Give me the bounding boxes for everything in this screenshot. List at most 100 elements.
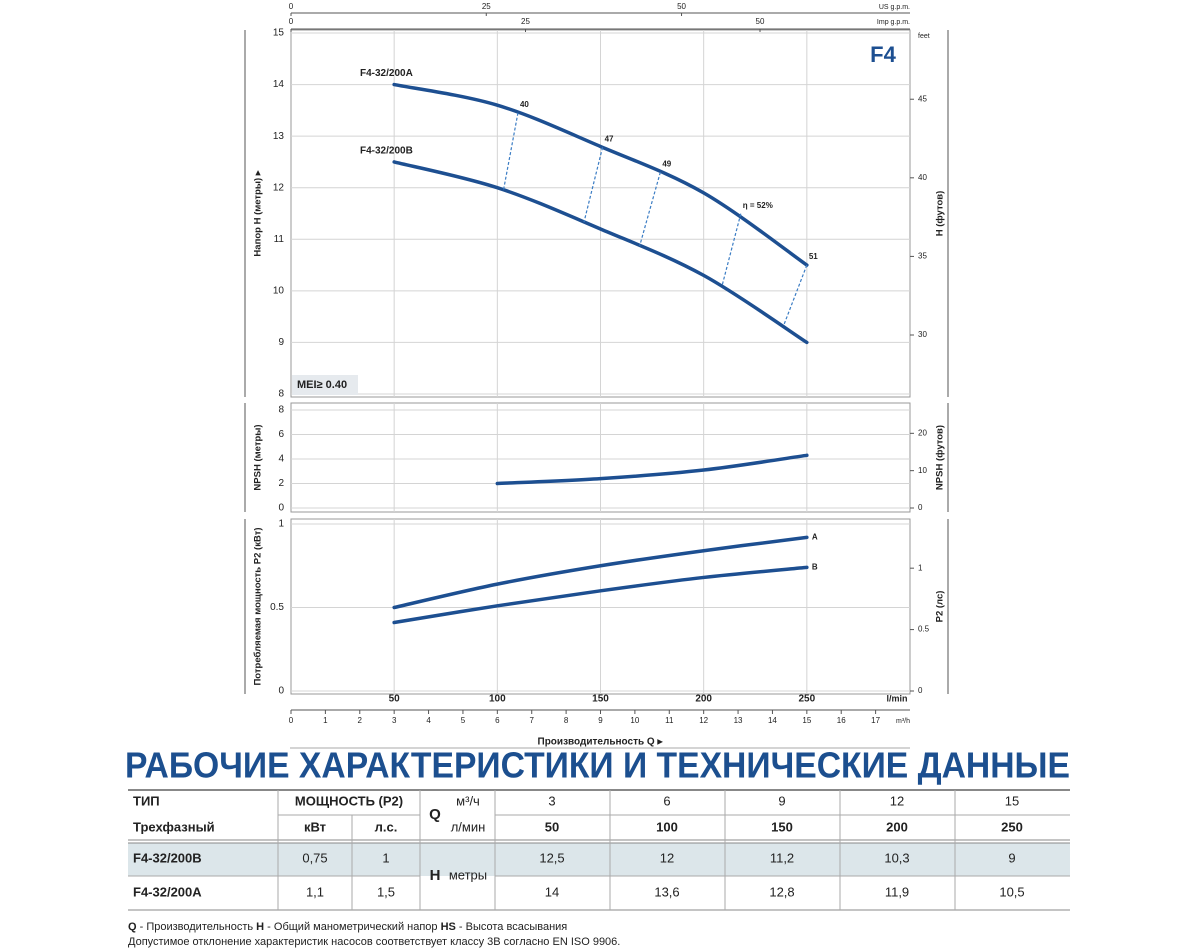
y2-tick-label: 0: [918, 686, 923, 695]
efficiency-label: η = 52%: [743, 201, 773, 210]
table-header: 250: [1001, 819, 1023, 834]
x2-tick-label: 0: [289, 716, 294, 725]
table-cell: 12,8: [769, 884, 794, 899]
x2-tick-label: 8: [564, 716, 569, 725]
y-axis-title: Напор H (метры) ▸: [253, 169, 264, 256]
top-axis-label: 0: [289, 2, 294, 11]
footer-text: - Производительность: [137, 921, 257, 933]
table-header: Трехфазный: [133, 819, 215, 834]
x2-tick-label: 12: [699, 716, 708, 725]
x2-tick-label: 16: [837, 716, 846, 725]
efficiency-line: [721, 213, 742, 286]
footer-key: Q: [128, 921, 137, 933]
table-cell: 12,5: [539, 850, 564, 865]
table-h-unit: метры: [449, 867, 487, 882]
x-tick-label: 200: [695, 694, 712, 705]
y2-axis-title: P2 (лс): [935, 591, 946, 623]
efficiency-line: [583, 147, 604, 223]
x-unit: l/min: [886, 693, 907, 703]
table-header: 15: [1005, 793, 1019, 808]
y2-tick-label: 45: [918, 94, 927, 103]
table-header: 150: [771, 819, 793, 834]
series-label: B: [812, 563, 818, 572]
y-tick-label: 1: [278, 519, 284, 530]
footer-legend: Q - Производительность H - Общий маномет…: [128, 921, 567, 933]
curve: [392, 160, 809, 345]
y-tick-label: 8: [278, 389, 284, 400]
table-header: 9: [778, 793, 785, 808]
y2-tick-label: 0.5: [918, 625, 930, 634]
table-header: л.с.: [375, 819, 398, 834]
y2-tick-label: 1: [918, 563, 923, 572]
y2-tick-label: 40: [918, 173, 927, 182]
y-tick-label: 0.5: [270, 602, 284, 613]
table-cell: 10,5: [999, 884, 1024, 899]
y-axis-title: Потребляемая мощность P2 (кВт): [253, 527, 264, 685]
table-header: л/мин: [451, 819, 486, 834]
table-cell: 11,2: [770, 850, 794, 865]
table-cell: F4-32/200B: [133, 850, 202, 865]
series-label: F4-32/200A: [360, 68, 413, 79]
table-cell: 12: [660, 850, 674, 865]
table-cell: 1,5: [377, 884, 395, 899]
x-tick-label: 250: [798, 694, 815, 705]
y-tick-label: 4: [278, 454, 284, 465]
x-tick-label: 100: [489, 694, 506, 705]
footer-note: Допустимое отклонение характеристик насо…: [128, 936, 620, 948]
table-header: 12: [890, 793, 904, 808]
y2-tick-label: 30: [918, 330, 927, 339]
table-cell: 1: [382, 850, 389, 865]
efficiency-label: 47: [605, 134, 614, 143]
table-header: 3: [548, 793, 555, 808]
y-tick-label: 6: [278, 429, 284, 440]
y-tick-label: 0: [278, 503, 284, 514]
table-cell: 11,9: [885, 884, 909, 899]
efficiency-line: [639, 172, 661, 246]
page-title: РАБОЧИЕ ХАРАКТЕРИСТИКИ И ТЕХНИЧЕСКИЕ ДАН…: [125, 745, 1070, 786]
x2-tick-label: 11: [665, 716, 674, 725]
x2-tick-label: 4: [426, 716, 431, 725]
x2-tick-label: 14: [768, 716, 777, 725]
footer-text: - Высота всасывания: [456, 921, 567, 933]
curve: [392, 565, 809, 625]
y-tick-label: 9: [278, 337, 284, 348]
y-tick-label: 14: [273, 79, 285, 90]
table-cell: 9: [1008, 850, 1015, 865]
y-tick-label: 10: [273, 285, 285, 296]
x2-tick-label: 2: [358, 716, 363, 725]
curve: [392, 82, 809, 267]
y2-tick-label: 20: [918, 428, 927, 437]
table-h-label: H: [430, 867, 441, 884]
table-header: ТИП: [133, 793, 160, 808]
y-tick-label: 0: [278, 686, 284, 697]
y2-axis-title: NPSH (футов): [935, 425, 946, 490]
y2-unit: feet: [918, 33, 930, 40]
x-axis-title: Производительность Q ▸: [538, 737, 664, 748]
x2-tick-label: 13: [734, 716, 743, 725]
y-tick-label: 2: [278, 478, 284, 489]
efficiency-line: [502, 112, 519, 191]
top-axis-label: 25: [482, 2, 491, 11]
table-header: 200: [886, 819, 908, 834]
x-tick-label: 50: [389, 694, 401, 705]
efficiency-label: 51: [809, 252, 818, 261]
curve: [392, 535, 809, 610]
top-axis-unit: Imp g.p.m.: [877, 19, 910, 26]
mei-label: MEI≥ 0.40: [297, 379, 347, 391]
efficiency-line: [783, 264, 808, 325]
mei-box: [292, 375, 358, 395]
y-tick-label: 13: [273, 131, 285, 142]
x2-tick-label: 17: [871, 716, 880, 725]
y-tick-label: 15: [273, 28, 285, 39]
top-axis-label: 25: [521, 17, 530, 26]
x2-tick-label: 9: [598, 716, 603, 725]
table-header: м³/ч: [456, 793, 480, 808]
table-header: 100: [656, 819, 678, 834]
table-cell: 13,6: [654, 884, 679, 899]
x2-tick-label: 10: [630, 716, 639, 725]
footer-text: - Общий манометрический напор: [264, 921, 440, 933]
table-header: 50: [545, 819, 559, 834]
x2-tick-label: 1: [323, 716, 328, 725]
efficiency-label: 49: [662, 159, 671, 168]
